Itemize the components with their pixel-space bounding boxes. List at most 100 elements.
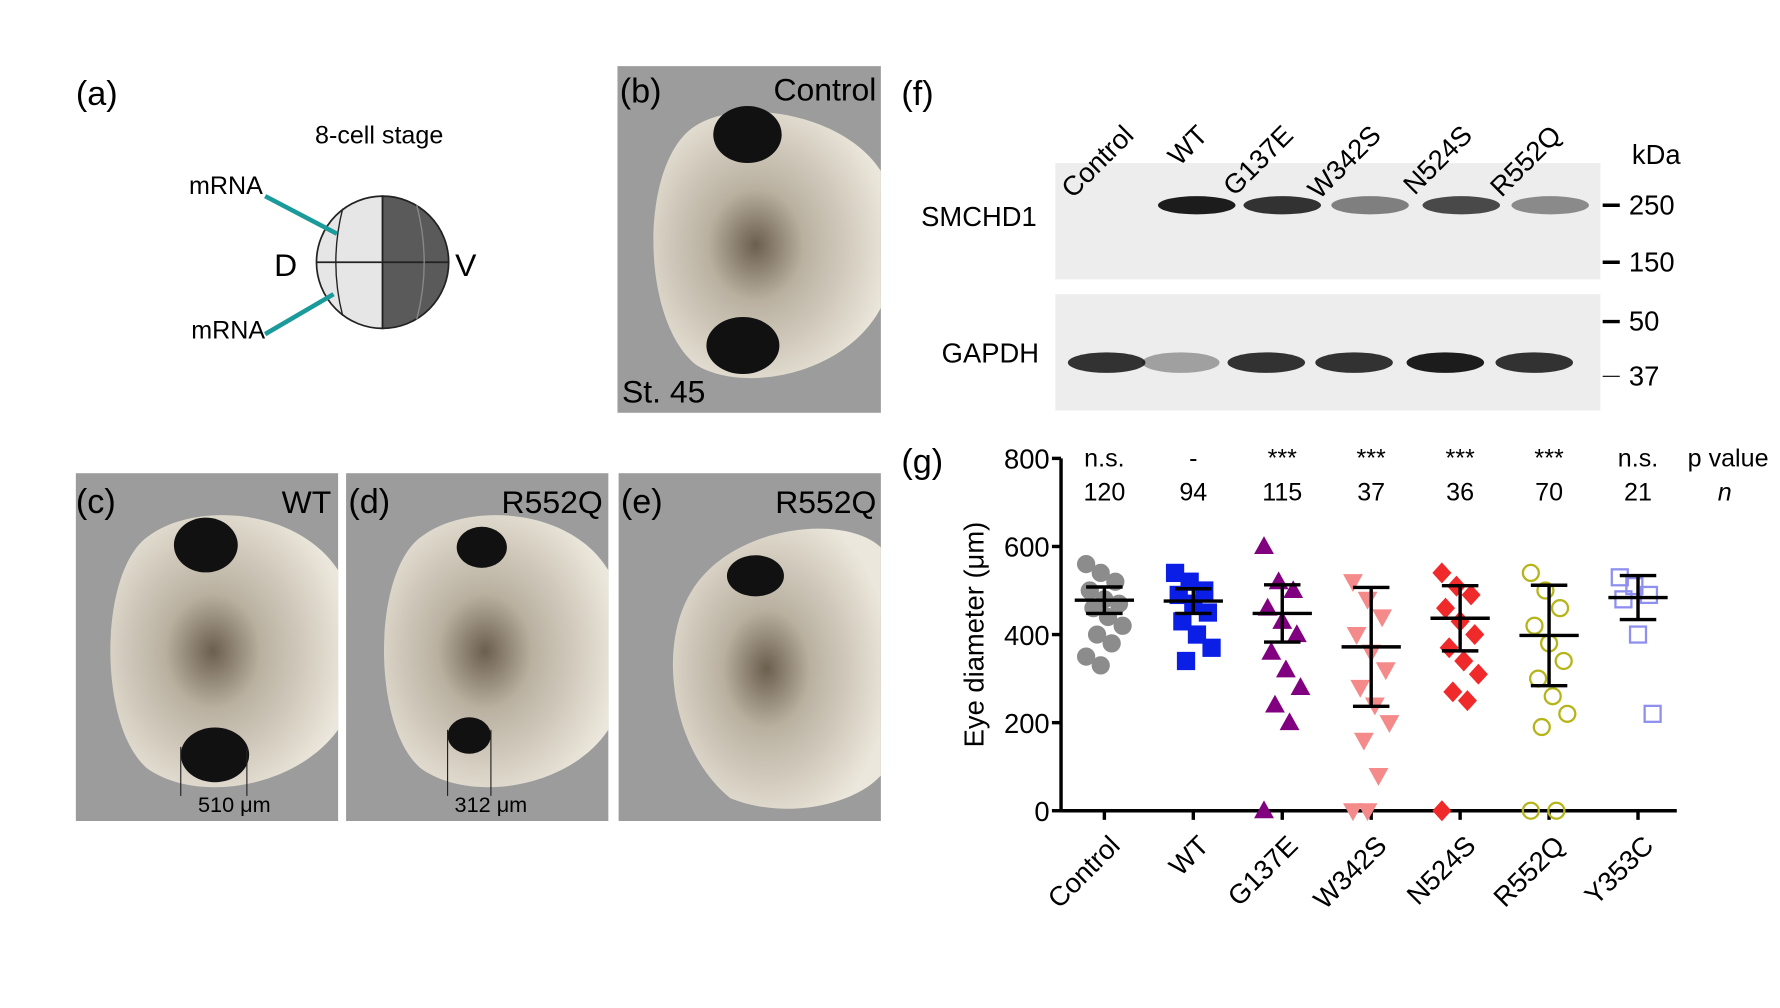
- point: [1436, 597, 1456, 619]
- y-axis-title: Eye diameter (μm): [959, 522, 990, 748]
- point: [1368, 767, 1389, 786]
- point: [1439, 637, 1459, 659]
- band: [1406, 352, 1485, 373]
- point: [1098, 607, 1118, 627]
- panel-c: (c) WT 510 μm: [76, 473, 339, 821]
- panel-f: (f) SMCHD1 GAPDH kDa Control WT G137E W342S…: [901, 75, 1681, 411]
- error-bar: [1086, 585, 1123, 616]
- tadpole: [672, 528, 881, 809]
- panel-label: (b): [620, 73, 662, 111]
- n-label: 115: [1262, 479, 1302, 507]
- significance-label: ***: [1445, 444, 1475, 472]
- point: [1261, 641, 1282, 660]
- error-bar: [1619, 573, 1657, 622]
- significance-header: p value: [1688, 444, 1769, 472]
- point: [1275, 659, 1296, 678]
- point: [1461, 584, 1481, 606]
- n-label: 120: [1083, 479, 1125, 507]
- x-tick-label: WT: [1163, 829, 1215, 881]
- point: [1554, 651, 1573, 671]
- marker-label: 150: [1629, 246, 1675, 277]
- significance-label: n.s.: [1618, 444, 1658, 472]
- panel-label: (c): [76, 483, 116, 521]
- tadpole: [110, 515, 339, 788]
- point: [1443, 681, 1463, 703]
- n-label: 21: [1624, 479, 1652, 507]
- stage-label: St. 45: [622, 374, 705, 410]
- panel-label: (g): [901, 443, 943, 481]
- point: [1343, 803, 1363, 822]
- point: [1254, 800, 1274, 819]
- point: [1457, 690, 1477, 712]
- y-tick-label: 200: [1004, 708, 1050, 739]
- panel-label: (f): [901, 75, 933, 113]
- point: [1279, 712, 1300, 731]
- marker-label: 37: [1629, 360, 1659, 391]
- point: [1543, 687, 1562, 706]
- needle: [264, 194, 339, 236]
- point: [1080, 581, 1099, 600]
- point: [1187, 625, 1207, 644]
- error-bar: [1264, 583, 1301, 644]
- n-label: 70: [1535, 479, 1563, 507]
- condition-label: R552Q: [775, 484, 876, 520]
- error-bar: [1352, 585, 1390, 709]
- point: [1195, 581, 1214, 600]
- panel-e: (e) R552Q: [618, 473, 881, 821]
- row-label: GAPDH: [942, 338, 1039, 369]
- point: [1265, 694, 1285, 713]
- tadpole: [653, 111, 881, 379]
- unit-label: kDa: [1632, 139, 1681, 170]
- x-tick-label: Y353C: [1578, 830, 1659, 911]
- panel-label: (d): [348, 483, 390, 521]
- n-label: 36: [1446, 479, 1474, 507]
- y-tick-label: 600: [1004, 532, 1050, 563]
- blot: [1055, 163, 1601, 280]
- point: [1077, 554, 1096, 574]
- point: [1353, 732, 1374, 751]
- scale-label: 510 μm: [198, 792, 271, 817]
- panel-b: (b) Control St. 45: [617, 66, 881, 413]
- panel-label: (a): [76, 75, 118, 113]
- condition-label: R552Q: [502, 484, 603, 520]
- axis-label: D: [274, 247, 297, 283]
- point: [1077, 647, 1096, 666]
- significance-label: -: [1189, 444, 1197, 472]
- point: [1454, 650, 1474, 672]
- condition-label: WT: [282, 484, 332, 520]
- panel-a: (a) 8-cell stage mRNA mRNA D V: [76, 75, 477, 345]
- band: [1157, 196, 1236, 215]
- significance-label: ***: [1534, 444, 1564, 472]
- point: [1372, 609, 1393, 628]
- point: [1343, 574, 1363, 593]
- panel-d: (d) R552Q 312 μm: [346, 473, 609, 821]
- band: [1331, 196, 1409, 215]
- panel-label: (e): [621, 483, 663, 521]
- band: [1227, 352, 1306, 373]
- point: [1254, 536, 1274, 555]
- point: [1176, 651, 1196, 671]
- point: [1521, 801, 1540, 820]
- point: [1525, 616, 1544, 635]
- band: [1142, 352, 1220, 373]
- row-label: SMCHD1: [921, 201, 1037, 232]
- y-tick-label: 0: [1034, 796, 1049, 827]
- point: [1357, 803, 1378, 822]
- marker-label: 250: [1629, 189, 1675, 220]
- point: [1202, 638, 1221, 657]
- x-tick-label: R552Q: [1487, 830, 1570, 913]
- point: [1547, 801, 1566, 820]
- band: [1495, 352, 1574, 373]
- mrna-label: mRNA: [191, 317, 265, 345]
- y-tick-label: 800: [1004, 444, 1050, 475]
- point: [1091, 656, 1110, 675]
- band: [1315, 352, 1393, 373]
- condition-label: Control: [773, 71, 876, 107]
- error-bar: [1530, 583, 1568, 688]
- point: [1290, 677, 1311, 695]
- point: [1432, 800, 1452, 822]
- point: [1536, 581, 1555, 600]
- point: [1532, 717, 1551, 737]
- point: [1521, 563, 1540, 583]
